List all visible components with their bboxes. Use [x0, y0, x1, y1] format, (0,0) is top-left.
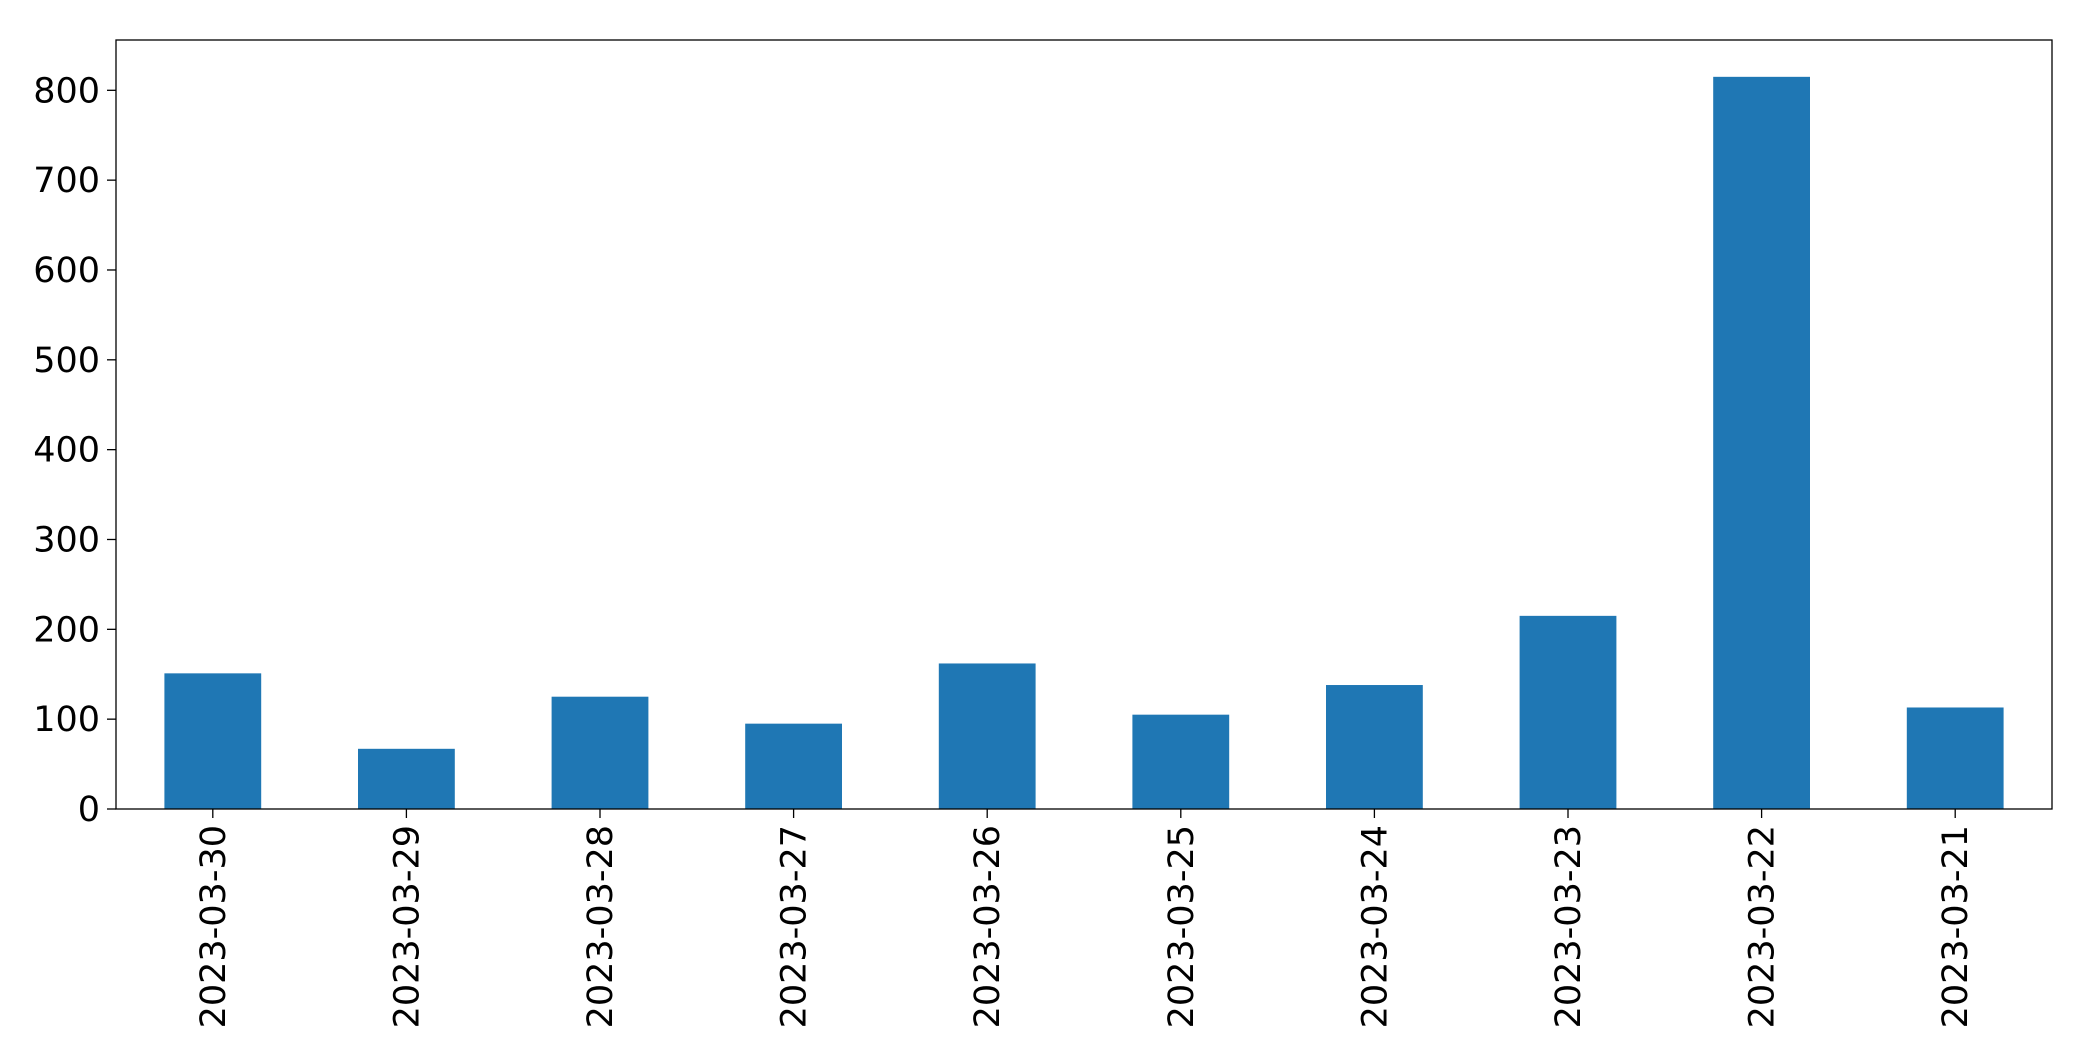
plot-frame: [115, 39, 2053, 810]
bar: [938, 663, 1036, 809]
x-tick-label: 2023-03-25: [1162, 825, 1202, 1028]
bar: [551, 696, 649, 809]
bar: [164, 673, 262, 809]
x-tick-label: 2023-03-27: [775, 825, 815, 1028]
bar: [1713, 76, 1810, 809]
x-tick-label: 2023-03-23: [1549, 825, 1589, 1028]
y-tick-label: 400: [33, 431, 100, 471]
y-tick-label: 800: [33, 71, 100, 111]
bar: [1326, 685, 1423, 809]
bar: [358, 748, 455, 809]
bar: [1906, 707, 2004, 809]
y-tick-label: 600: [33, 251, 100, 291]
y-tick-label: 500: [33, 341, 100, 381]
y-tick-label: 300: [33, 520, 100, 560]
y-tick-label: 100: [33, 700, 100, 740]
x-tick-label: 2023-03-30: [194, 825, 234, 1028]
y-tick-label: 700: [33, 161, 100, 201]
bar: [745, 723, 842, 809]
y-tick-label: 0: [78, 790, 100, 830]
x-tick-label: 2023-03-26: [968, 825, 1008, 1028]
bar: [1132, 714, 1230, 809]
bar: [1519, 615, 1617, 809]
x-tick-label: 2023-03-22: [1743, 825, 1783, 1028]
x-tick-label: 2023-03-21: [1936, 825, 1976, 1028]
x-tick-label: 2023-03-24: [1355, 825, 1395, 1028]
x-tick-label: 2023-03-28: [581, 825, 621, 1028]
x-tick-label: 2023-03-29: [387, 825, 427, 1028]
y-tick-label: 200: [33, 610, 100, 650]
